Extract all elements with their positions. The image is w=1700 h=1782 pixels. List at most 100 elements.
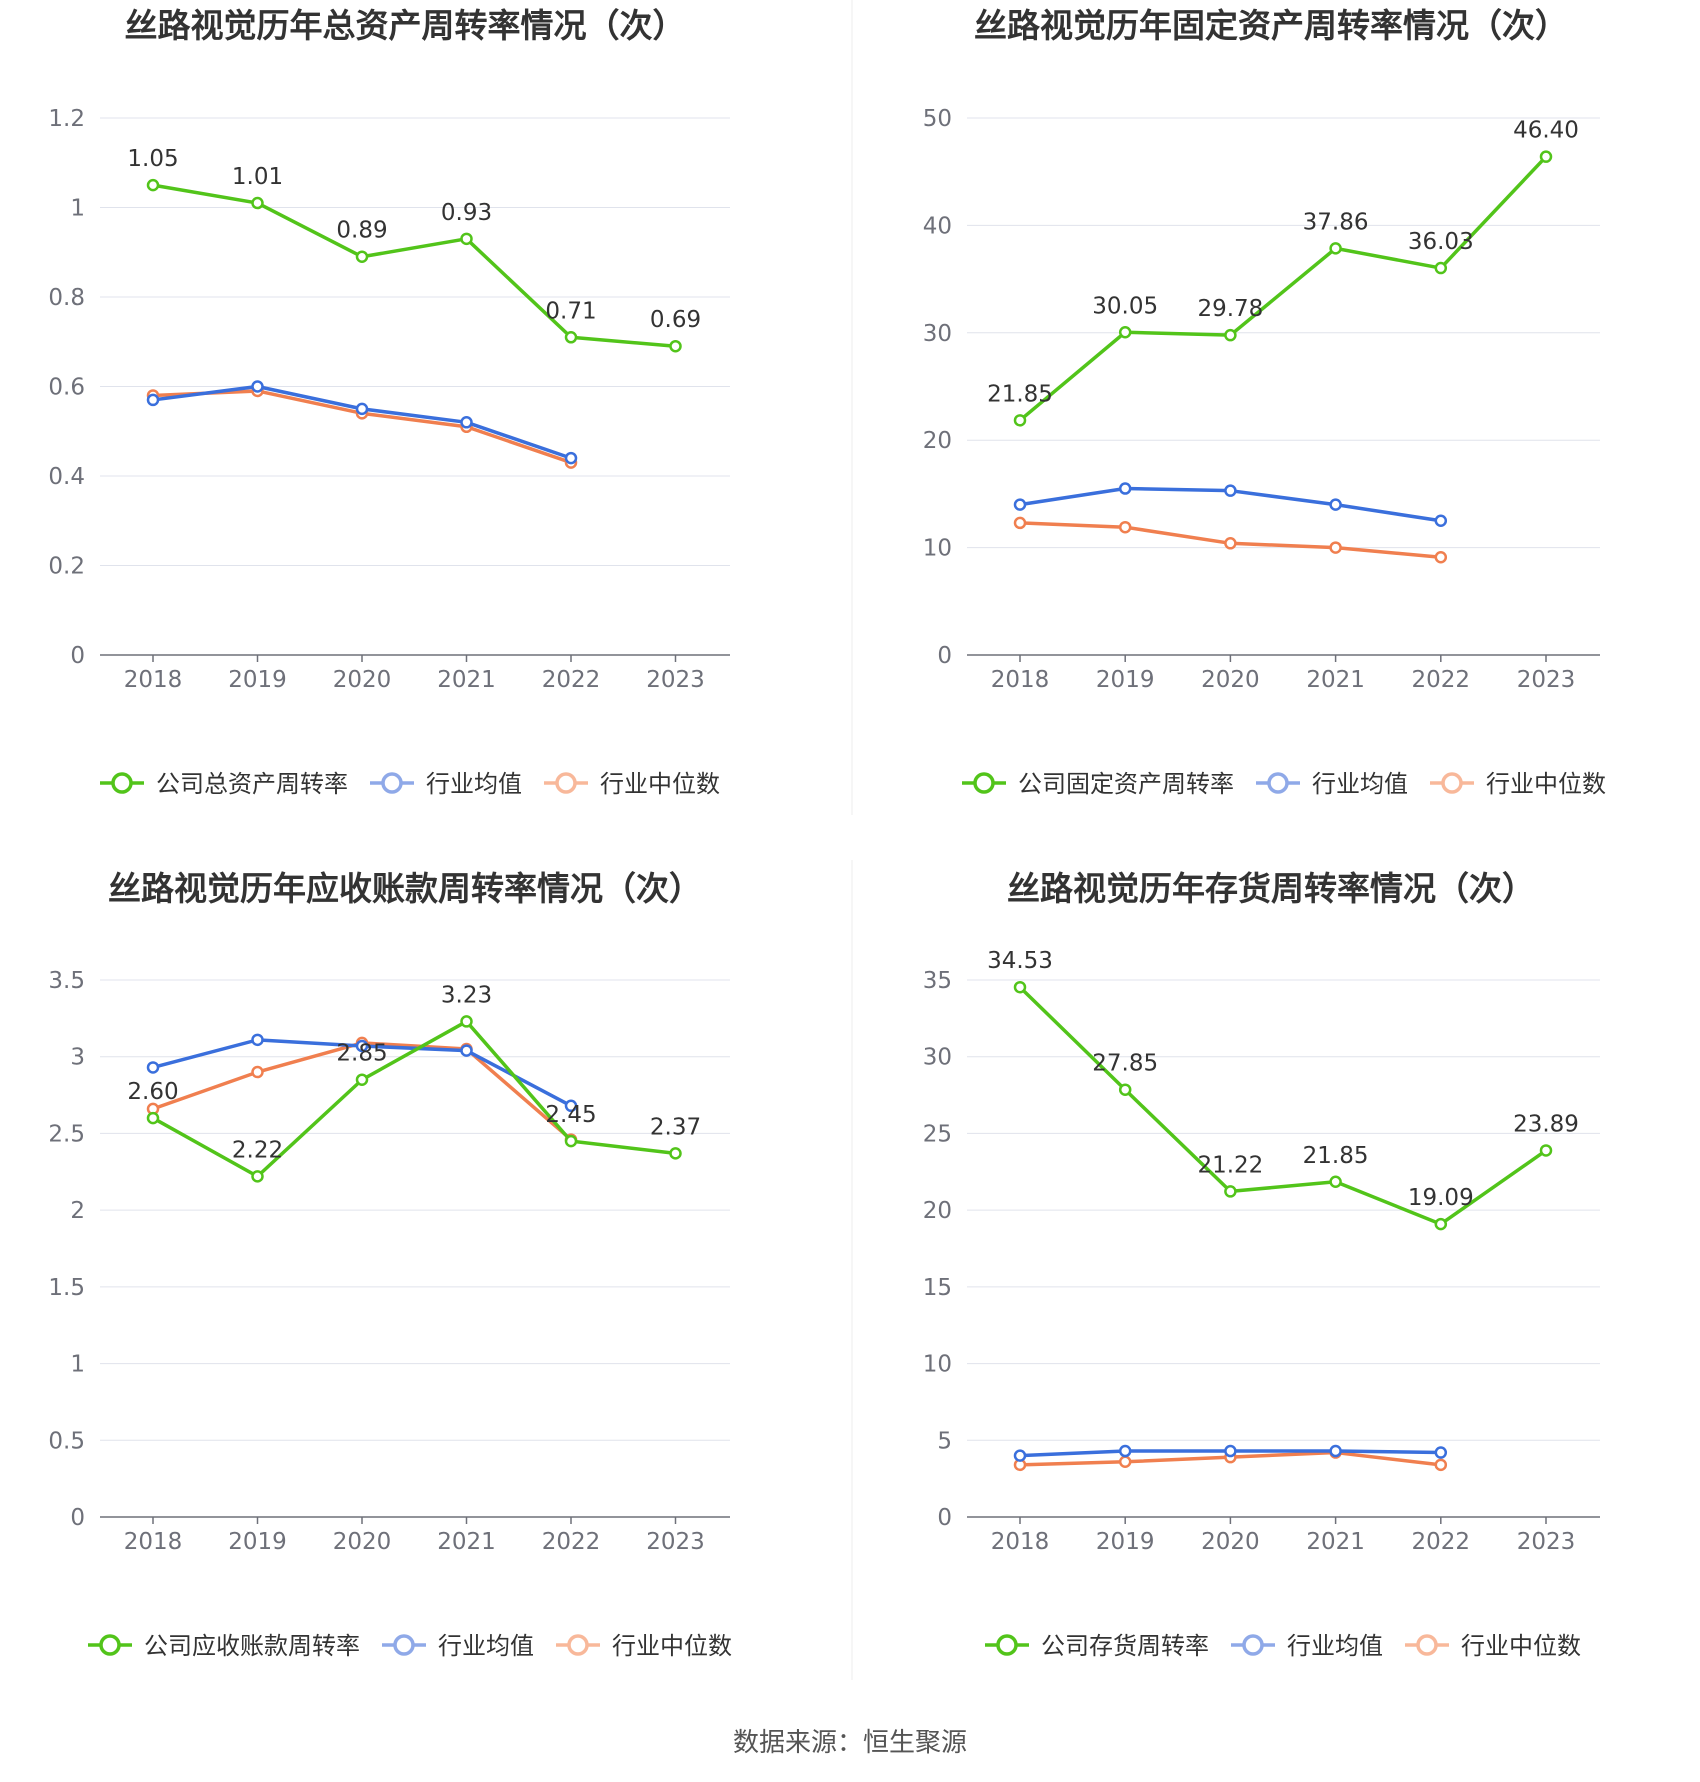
data-label: 0.69 [650,307,701,333]
data-point-company [1434,1217,1448,1231]
legend-item-median: 行业中位数 [1430,770,1606,798]
y-tick-label: 0 [70,643,85,669]
chart-title: 丝路视觉历年固定资产周转率情况（次） [974,6,1568,45]
data-label: 1.01 [232,164,283,190]
data-point-avg [564,451,578,465]
chart-panel-3: 丝路视觉历年应收账款周转率情况（次） 0 0.5 1 1.5 2 2.5 3 3.5 2018 20… [48,869,732,1660]
data-label: 0.71 [545,298,596,324]
data-point-avg [1329,498,1342,511]
data-point-avg [251,380,264,393]
data-label: 2.85 [336,1041,387,1067]
data-label: 2.45 [545,1102,596,1128]
y-tick-label: 25 [923,1121,952,1147]
data-source-note: 数据来源：恒生聚源 [732,1728,967,1758]
legend-label: 行业均值 [438,1632,534,1660]
y-tick-label: 0 [70,1505,85,1531]
data-point-avg [146,1061,160,1074]
data-label: 21.85 [987,381,1053,407]
data-point-company [669,339,682,353]
series-line-company [1018,155,1548,422]
data-label: 36.03 [1408,229,1474,255]
x-tick-label: 2018 [124,667,183,693]
x-tick-label: 2020 [1201,1529,1260,1555]
series-line-avg [152,384,572,460]
y-tick-label: 10 [923,536,952,562]
x-tick-label: 2020 [333,667,392,693]
chart-title: 丝路视觉历年应收账款周转率情况（次） [108,869,702,908]
data-point-avg [1013,498,1027,511]
x-tick-label: 2020 [1201,667,1260,693]
legend-item-median: 行业中位数 [556,1632,732,1660]
data-label: 23.89 [1513,1111,1579,1137]
data-label: 0.89 [336,218,387,244]
legend-item-company: 公司总资产周转率 [100,770,348,798]
data-point-avg [564,1099,578,1113]
legend-marker [1242,1634,1264,1656]
y-tick-label: 1.5 [48,1275,85,1301]
legend-item-avg: 行业均值 [382,1632,534,1660]
data-label: 27.85 [1092,1051,1158,1077]
y-tick-label: 0.6 [48,375,85,401]
y-tick-label: 2 [70,1198,85,1224]
legend-label: 行业中位数 [1486,770,1606,798]
series-line-median [152,389,572,465]
y-tick-label: 0.5 [48,1428,85,1454]
y-tick-label: 0 [937,1505,952,1531]
legend-label: 公司固定资产周转率 [1018,770,1234,798]
x-tick-label: 2023 [1517,1529,1576,1555]
legend-item-avg: 行业均值 [1256,770,1408,798]
data-point-company [1118,1083,1132,1096]
data-point-company [1539,150,1553,163]
legend-marker [393,1634,415,1656]
legend-marker [973,772,995,794]
data-label: 19.09 [1408,1185,1474,1211]
x-tick-label: 2023 [646,667,705,693]
data-point-company [460,232,473,246]
data-label: 37.86 [1303,209,1369,235]
legend-item-median: 行业中位数 [544,770,720,798]
y-tick-label: 20 [923,1198,952,1224]
x-tick-label: 2019 [1096,1529,1155,1555]
data-point-company [1539,1144,1553,1157]
y-tick-label: 2.5 [48,1121,85,1147]
x-tick-label: 2022 [542,667,601,693]
legend-label: 公司存货周转率 [1041,1632,1209,1660]
data-point-avg [1118,482,1132,495]
legend-label: 行业均值 [1287,1632,1383,1660]
y-tick-label: 3.5 [48,968,85,994]
data-label: 21.22 [1197,1152,1263,1178]
x-tick-label: 2019 [228,1529,287,1555]
data-label: 30.05 [1092,293,1158,319]
legend-marker [996,1634,1018,1656]
data-label: 2.37 [650,1114,701,1140]
x-tick-label: 2023 [646,1529,705,1555]
data-point-company [1224,328,1237,342]
legend-label: 行业中位数 [600,770,720,798]
series-line-company [152,183,676,348]
data-point-company [564,1134,578,1148]
legend-item-company: 公司存货周转率 [985,1632,1209,1660]
legend-marker [1267,772,1289,794]
legend-marker [381,772,403,794]
data-point-median [1434,1458,1448,1472]
data-point-avg [1434,1446,1448,1459]
y-tick-label: 0.8 [48,285,85,311]
y-tick-label: 30 [923,1045,952,1071]
data-point-company [1434,261,1448,275]
data-label: 3.23 [441,982,492,1008]
series-line-company [152,1019,676,1179]
data-point-company [251,196,264,210]
data-point-avg [460,1044,473,1057]
data-point-company [146,178,160,192]
y-tick-label: 15 [923,1275,952,1301]
x-tick-label: 2019 [1096,667,1155,693]
y-tick-label: 0.4 [48,464,85,490]
legend-marker [555,772,577,794]
x-tick-label: 2019 [228,667,287,693]
chart-panel-2: 丝路视觉历年固定资产周转率情况（次） 0 10 20 30 40 50 2018 2019 202… [923,6,1606,798]
data-point-avg [1118,1444,1132,1458]
data-point-avg [146,393,160,407]
x-tick-label: 2018 [991,1529,1050,1555]
x-tick-label: 2023 [1517,667,1576,693]
x-tick-label: 2018 [124,1529,183,1555]
